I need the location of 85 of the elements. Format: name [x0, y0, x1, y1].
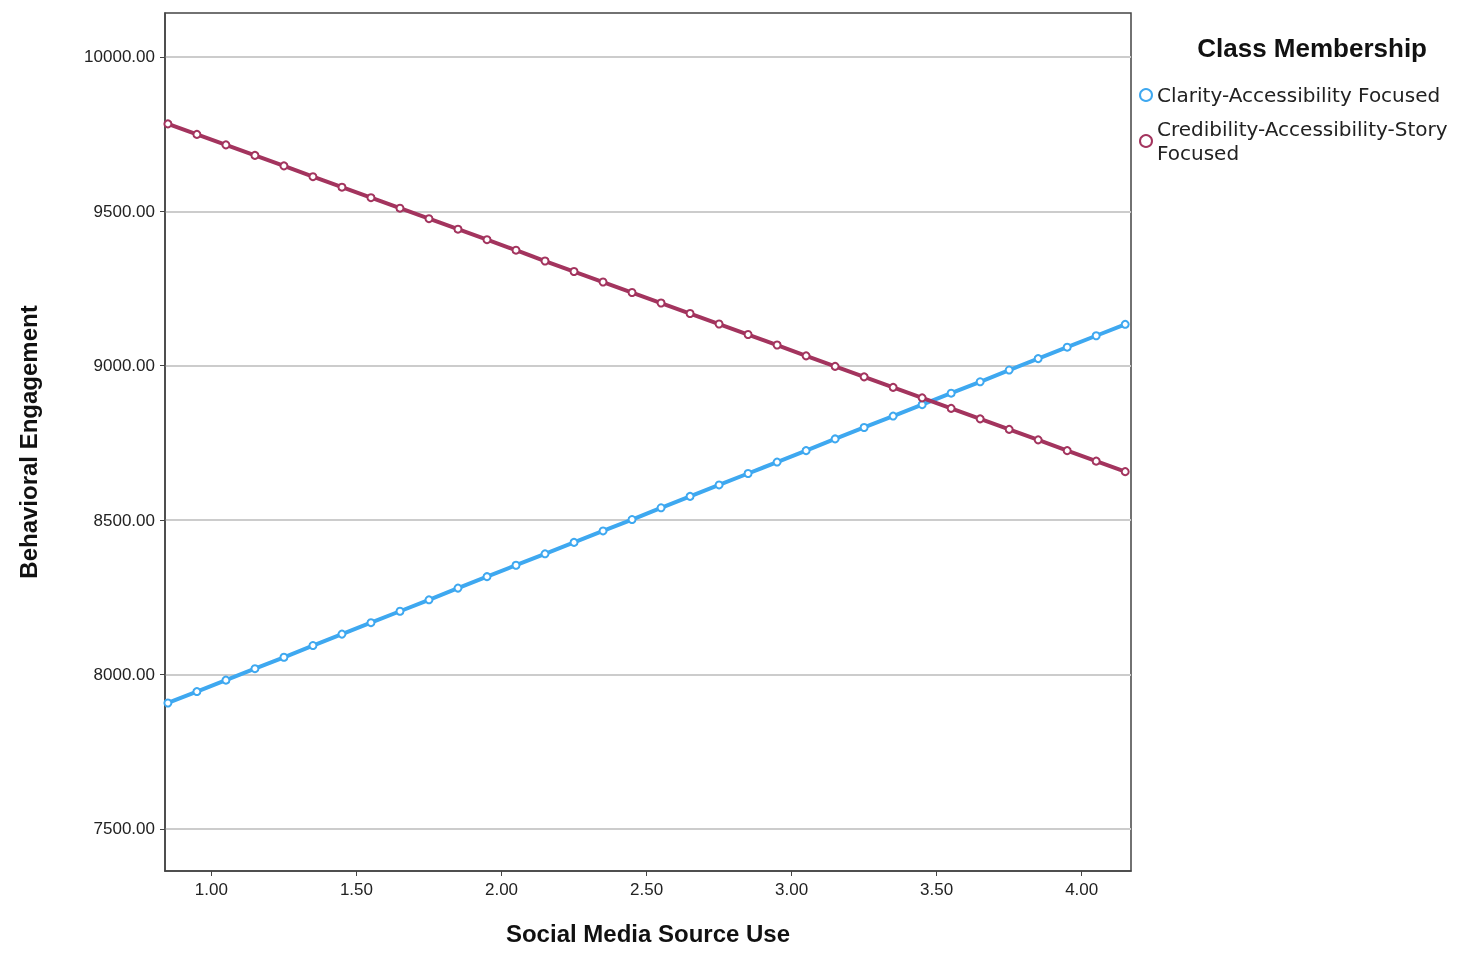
y-axis-title: Behavioral Engagement	[14, 305, 42, 579]
point	[656, 298, 666, 308]
point	[250, 150, 260, 160]
point	[395, 203, 405, 213]
point	[656, 503, 666, 513]
point	[250, 664, 260, 674]
point	[598, 526, 608, 536]
point	[627, 515, 637, 525]
point	[1091, 456, 1101, 466]
point	[424, 214, 434, 224]
point	[598, 277, 608, 287]
point	[859, 422, 869, 432]
point	[540, 256, 550, 266]
point	[772, 340, 782, 350]
y-tick-label: 9000.00	[93, 356, 155, 376]
point	[279, 161, 289, 171]
point	[1033, 354, 1043, 364]
point	[482, 572, 492, 582]
x-tick-label: 2.50	[630, 880, 664, 899]
point	[366, 193, 376, 203]
point	[511, 245, 521, 255]
point	[946, 388, 956, 398]
point	[743, 469, 753, 478]
point	[830, 361, 840, 371]
point	[337, 182, 347, 192]
point	[453, 583, 463, 593]
x-tick-label: 4.00	[1065, 880, 1099, 899]
point	[714, 480, 724, 490]
point	[221, 140, 231, 150]
legend-label: Clarity-Accessibility Focused	[1157, 83, 1441, 107]
point	[975, 377, 985, 387]
point	[569, 537, 579, 547]
point	[337, 629, 347, 639]
point	[801, 351, 811, 361]
point	[163, 698, 173, 708]
point	[917, 393, 927, 403]
point	[540, 549, 550, 559]
point	[482, 235, 492, 245]
point	[424, 595, 434, 605]
y-tick-label: 9500.00	[93, 201, 155, 221]
y-tick-label: 7500.00	[93, 819, 155, 839]
point	[685, 309, 695, 319]
y-tick-label: 8500.00	[93, 510, 155, 530]
point	[511, 560, 521, 570]
x-tick-label: 3.00	[775, 880, 809, 899]
point	[308, 172, 318, 182]
point	[1004, 424, 1014, 434]
point	[859, 372, 869, 382]
legend-title: Class Membership	[1197, 33, 1427, 63]
point	[395, 606, 405, 616]
point	[888, 382, 898, 392]
x-tick-label: 1.00	[194, 880, 228, 899]
x-tick-label: 1.50	[339, 880, 374, 899]
x-axis-title: Social Media Source Use	[505, 919, 791, 947]
point	[946, 403, 956, 413]
point	[221, 675, 231, 685]
point	[453, 224, 463, 234]
point	[1091, 331, 1101, 341]
point	[1004, 365, 1014, 375]
point	[1062, 342, 1072, 352]
point	[685, 491, 695, 501]
y-tick-label: 8000.00	[93, 665, 155, 685]
y-tick-label: 10000.00	[84, 47, 155, 67]
legend-label: Credibility-Accessibility-Story Focused	[1157, 117, 1454, 165]
point	[163, 119, 173, 129]
point	[569, 267, 579, 277]
point	[888, 411, 898, 421]
x-tick-label: 2.00	[484, 880, 519, 899]
point	[192, 687, 202, 697]
point	[279, 652, 289, 662]
point	[743, 330, 753, 340]
point	[366, 618, 376, 628]
point	[1120, 319, 1130, 329]
point	[1062, 446, 1072, 456]
point	[308, 641, 318, 651]
point	[627, 288, 637, 298]
point	[975, 414, 985, 424]
point	[1033, 435, 1043, 445]
point	[772, 457, 782, 467]
point	[192, 129, 202, 139]
point	[801, 446, 811, 456]
point	[830, 434, 840, 444]
point	[714, 319, 724, 329]
point	[1120, 467, 1130, 477]
x-tick-label: 3.50	[920, 880, 954, 899]
